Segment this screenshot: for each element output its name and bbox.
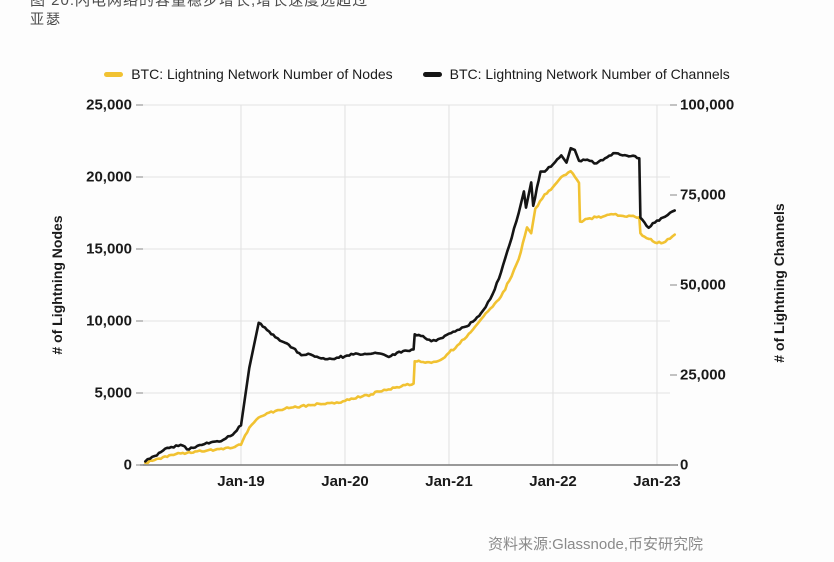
x-tick: Jan-19 bbox=[217, 473, 265, 490]
source-note: 资料来源:Glassnode,币安研究院 bbox=[488, 536, 704, 553]
y-right-tick: 75,000 bbox=[680, 186, 726, 204]
legend-label-channels: BTC: Lightning Network Number of Channel… bbox=[449, 66, 730, 82]
y-left-tick: 20,000 bbox=[86, 168, 132, 186]
y-right-axis-title: # of Lightning Channels bbox=[771, 203, 787, 363]
legend-item-nodes: BTC: Lightning Network Number of Nodes bbox=[104, 66, 393, 82]
y-right-tick: 100,000 bbox=[680, 96, 735, 114]
y-right-tick: 0 bbox=[680, 456, 689, 474]
x-tick: Jan-22 bbox=[529, 473, 577, 490]
figure-title-text: 图 20:闪电网络的容量稳步增长,增长速度远超过 bbox=[30, 0, 369, 9]
y-left-tick: 15,000 bbox=[86, 240, 132, 258]
y-left-tick: 25,000 bbox=[86, 96, 132, 114]
y-left-tick: 5,000 bbox=[94, 384, 132, 402]
nodes-line-swatch-icon bbox=[104, 71, 124, 77]
x-tick: Jan-21 bbox=[425, 473, 473, 490]
x-tick: Jan-23 bbox=[633, 473, 681, 490]
channels-line-swatch-icon bbox=[422, 71, 442, 77]
x-tick: Jan-20 bbox=[321, 473, 369, 490]
y-left-axis-title: # of Lightning Nodes bbox=[49, 215, 65, 355]
chart-legend: BTC: Lightning Network Number of Nodes B… bbox=[0, 61, 834, 87]
y-left-tick: 10,000 bbox=[86, 312, 132, 330]
legend-item-channels: BTC: Lightning Network Number of Channel… bbox=[422, 66, 730, 82]
y-right-tick: 50,000 bbox=[680, 276, 726, 294]
y-left-tick: 0 bbox=[123, 456, 132, 474]
legend-label-nodes: BTC: Lightning Network Number of Nodes bbox=[131, 66, 393, 82]
y-right-tick: 25,000 bbox=[680, 366, 726, 384]
figure-title-clipped: 图 20:闪电网络的容量稳步增长,增长速度远超过 bbox=[30, 0, 590, 9]
figure-subtitle: 亚瑟 bbox=[30, 11, 62, 27]
